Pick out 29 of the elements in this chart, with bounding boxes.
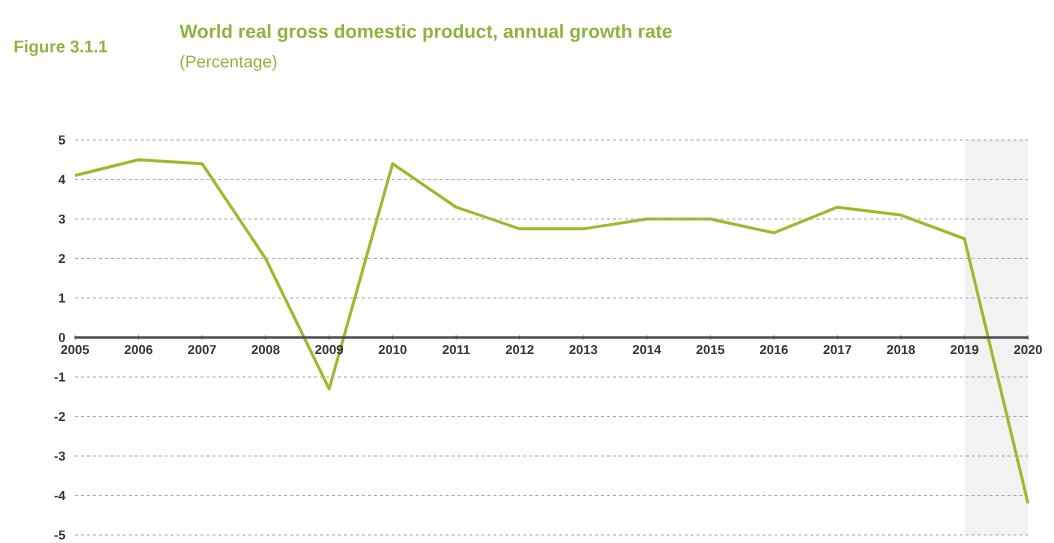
x-tick-label: 2019 <box>950 345 979 355</box>
y-tick-label: 5 <box>58 135 66 145</box>
x-tick-label: 2006 <box>124 345 153 355</box>
x-tick-label: 2011 <box>442 345 470 355</box>
y-tick-label: 4 <box>58 175 66 184</box>
x-tick-label: 2017 <box>823 345 852 355</box>
x-tick-label: 2007 <box>188 345 216 355</box>
x-tick-label: 2013 <box>569 345 598 355</box>
x-tick-label: 2014 <box>632 345 662 355</box>
x-tick-label: 2005 <box>61 345 90 355</box>
caption: Figure 3.1.1 <box>14 40 108 56</box>
x-tick-label: 2015 <box>696 345 725 355</box>
y-tick-label: -3 <box>54 451 66 461</box>
x-tick-label: 2018 <box>886 345 915 355</box>
x-tick-label: 2016 <box>759 345 788 355</box>
y-tick-label: -2 <box>54 411 65 422</box>
y-tick-label: -5 <box>54 530 66 540</box>
x-tick-label: 2008 <box>251 345 280 355</box>
x-tick-label: 2020 <box>1014 345 1042 355</box>
chart-subtitle: (Percentage) <box>180 55 277 71</box>
y-tick-label: -4 <box>54 491 66 500</box>
x-tick-label: 2012 <box>505 345 534 355</box>
y-tick-label: 1 <box>59 293 66 303</box>
x-tick-label: 2010 <box>378 345 407 355</box>
y-tick-label: -1 <box>54 372 66 382</box>
chart-title: World real gross domestic product, annual growth rate <box>179 24 672 42</box>
y-tick-label: 3 <box>58 214 66 224</box>
y-tick-label: 2 <box>58 253 65 264</box>
y-tick-label: 0 <box>58 332 65 343</box>
